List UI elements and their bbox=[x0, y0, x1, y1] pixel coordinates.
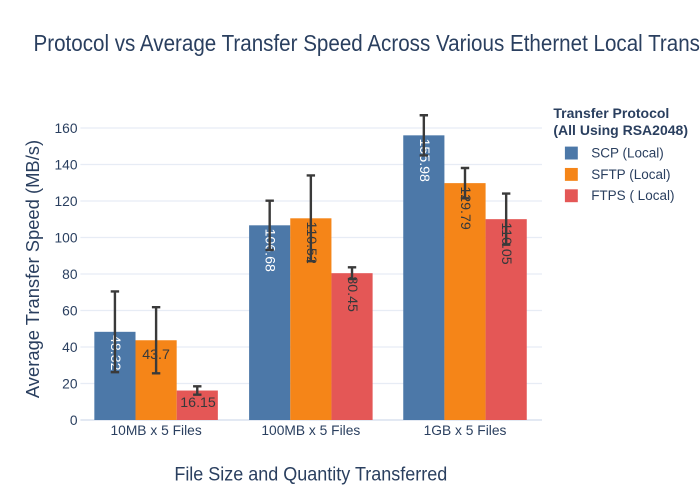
svg-text:140: 140 bbox=[54, 157, 77, 172]
svg-text:120: 120 bbox=[54, 194, 77, 209]
svg-text:16.15: 16.15 bbox=[180, 395, 216, 411]
svg-text:SCP (Local): SCP (Local) bbox=[591, 146, 664, 161]
svg-text:File Size and Quantity Transfe: File Size and Quantity Transferred bbox=[174, 463, 447, 485]
svg-text:10MB x 5 Files: 10MB x 5 Files bbox=[110, 423, 201, 438]
svg-text:80.45: 80.45 bbox=[344, 276, 360, 312]
svg-text:SFTP (Local): SFTP (Local) bbox=[591, 167, 670, 182]
svg-text:Protocol vs Average Transfer S: Protocol vs Average Transfer Speed Acros… bbox=[34, 30, 700, 56]
svg-text:160: 160 bbox=[54, 121, 77, 136]
svg-text:80: 80 bbox=[62, 267, 78, 282]
svg-text:Average Transfer Speed (MB/s): Average Transfer Speed (MB/s) bbox=[22, 140, 43, 398]
svg-text:0: 0 bbox=[70, 413, 78, 428]
svg-text:Transfer Protocol: Transfer Protocol bbox=[553, 105, 669, 121]
svg-text:1GB x 5 Files: 1GB x 5 Files bbox=[424, 423, 507, 438]
svg-text:FTPS ( Local): FTPS ( Local) bbox=[591, 188, 674, 203]
svg-text:20: 20 bbox=[62, 376, 78, 391]
svg-text:100: 100 bbox=[54, 230, 77, 245]
svg-text:100MB x 5 Files: 100MB x 5 Files bbox=[261, 423, 360, 438]
svg-text:155.98: 155.98 bbox=[416, 139, 432, 183]
svg-text:(All Using RSA2048): (All Using RSA2048) bbox=[553, 122, 688, 138]
svg-text:40: 40 bbox=[62, 340, 78, 355]
svg-text:60: 60 bbox=[62, 303, 78, 318]
